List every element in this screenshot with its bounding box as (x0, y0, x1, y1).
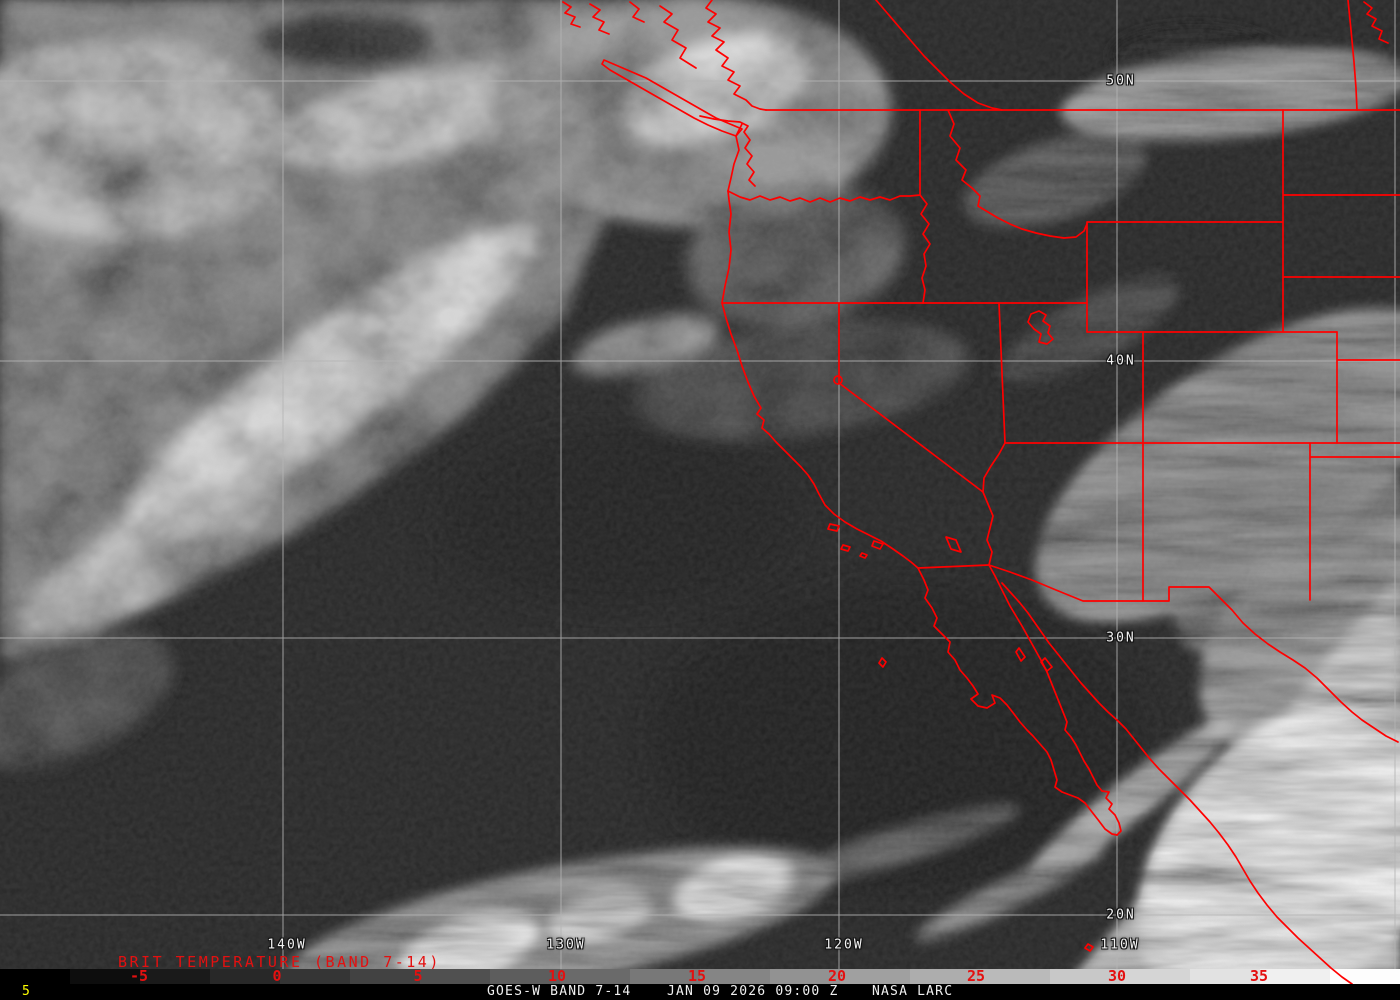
product-label: BRIT TEMPERATURE (BAND 7-14) (118, 953, 441, 971)
footer-source: NASA LARC (872, 984, 954, 999)
frame-number: 5 (22, 984, 30, 999)
latitude-label: 50N (1106, 73, 1136, 89)
latlon-grid (0, 0, 1400, 969)
longitude-label: 110W (1100, 937, 1140, 953)
footer-satellite: GOES-W BAND 7-14 (487, 984, 632, 999)
footer-bar: GOES-W BAND 7-14 JAN 09 2026 09:00 Z NAS… (0, 984, 1400, 1000)
longitude-label: 130W (546, 937, 586, 953)
footer-timestamp: JAN 09 2026 09:00 Z (667, 984, 839, 999)
colorbar-gradient (0, 969, 1400, 984)
latitude-label: 30N (1106, 630, 1136, 646)
longitude-label: 120W (824, 937, 864, 953)
latitude-label: 20N (1106, 907, 1136, 923)
map-boundaries (562, 0, 1400, 985)
longitude-label: 140W (267, 937, 307, 953)
latitude-label: 40N (1106, 353, 1136, 369)
